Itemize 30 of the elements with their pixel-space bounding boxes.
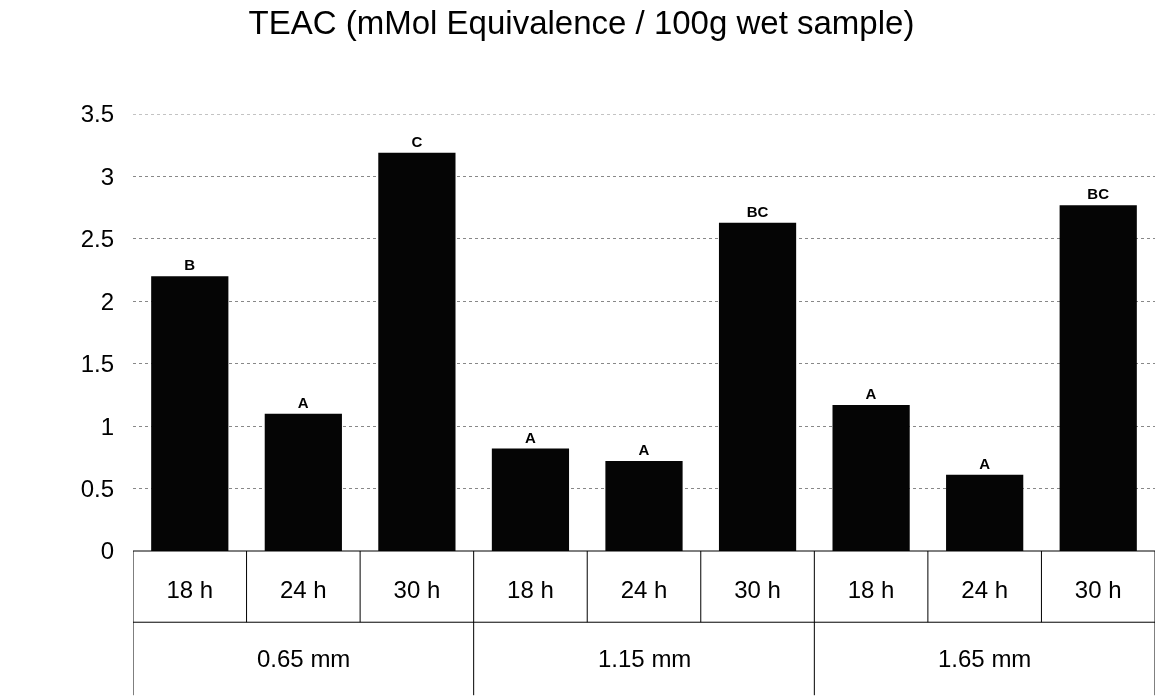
data-label: B [184, 256, 196, 274]
data-label: A [865, 384, 877, 402]
y-tick-label: 1.5 [80, 350, 114, 378]
data-label: BC [746, 202, 769, 220]
y-tick-label: 3.5 [80, 100, 114, 128]
text: 1.65 mm [938, 645, 1032, 672]
x-tick-label: 24 h [279, 576, 327, 603]
y-tick-label: 2 [100, 287, 114, 315]
y-tick-label: 0.5 [80, 474, 114, 502]
text: 1.15 mm [598, 645, 692, 672]
x-tick-label: 18 h [847, 576, 895, 603]
data-label: A [524, 428, 536, 446]
y-tick-label: 0 [100, 537, 114, 565]
data-label: A [297, 393, 309, 411]
data-label: A [638, 441, 650, 459]
x-tick-label: 24 h [961, 576, 1009, 603]
y-tick-label: 1 [100, 412, 114, 440]
y-tick-label: 2.5 [80, 225, 114, 253]
chart-title: TEAC (mMol Equivalence / 100g wet sample) [248, 3, 915, 41]
x-tick-label: 30 h [734, 576, 781, 603]
x-tick-label: 30 h [393, 576, 441, 603]
data-label: A [979, 454, 991, 472]
data-label: BC [1087, 185, 1110, 203]
y-tick-label: 3 [100, 162, 114, 190]
x-tick-label: 18 h [166, 576, 214, 603]
text: 0.65 mm [257, 645, 351, 672]
x-tick-label: 24 h [620, 576, 668, 603]
x-tick-label: 30 h [1074, 576, 1122, 603]
x-tick-label: 18 h [507, 576, 554, 603]
data-label: C [411, 132, 423, 150]
